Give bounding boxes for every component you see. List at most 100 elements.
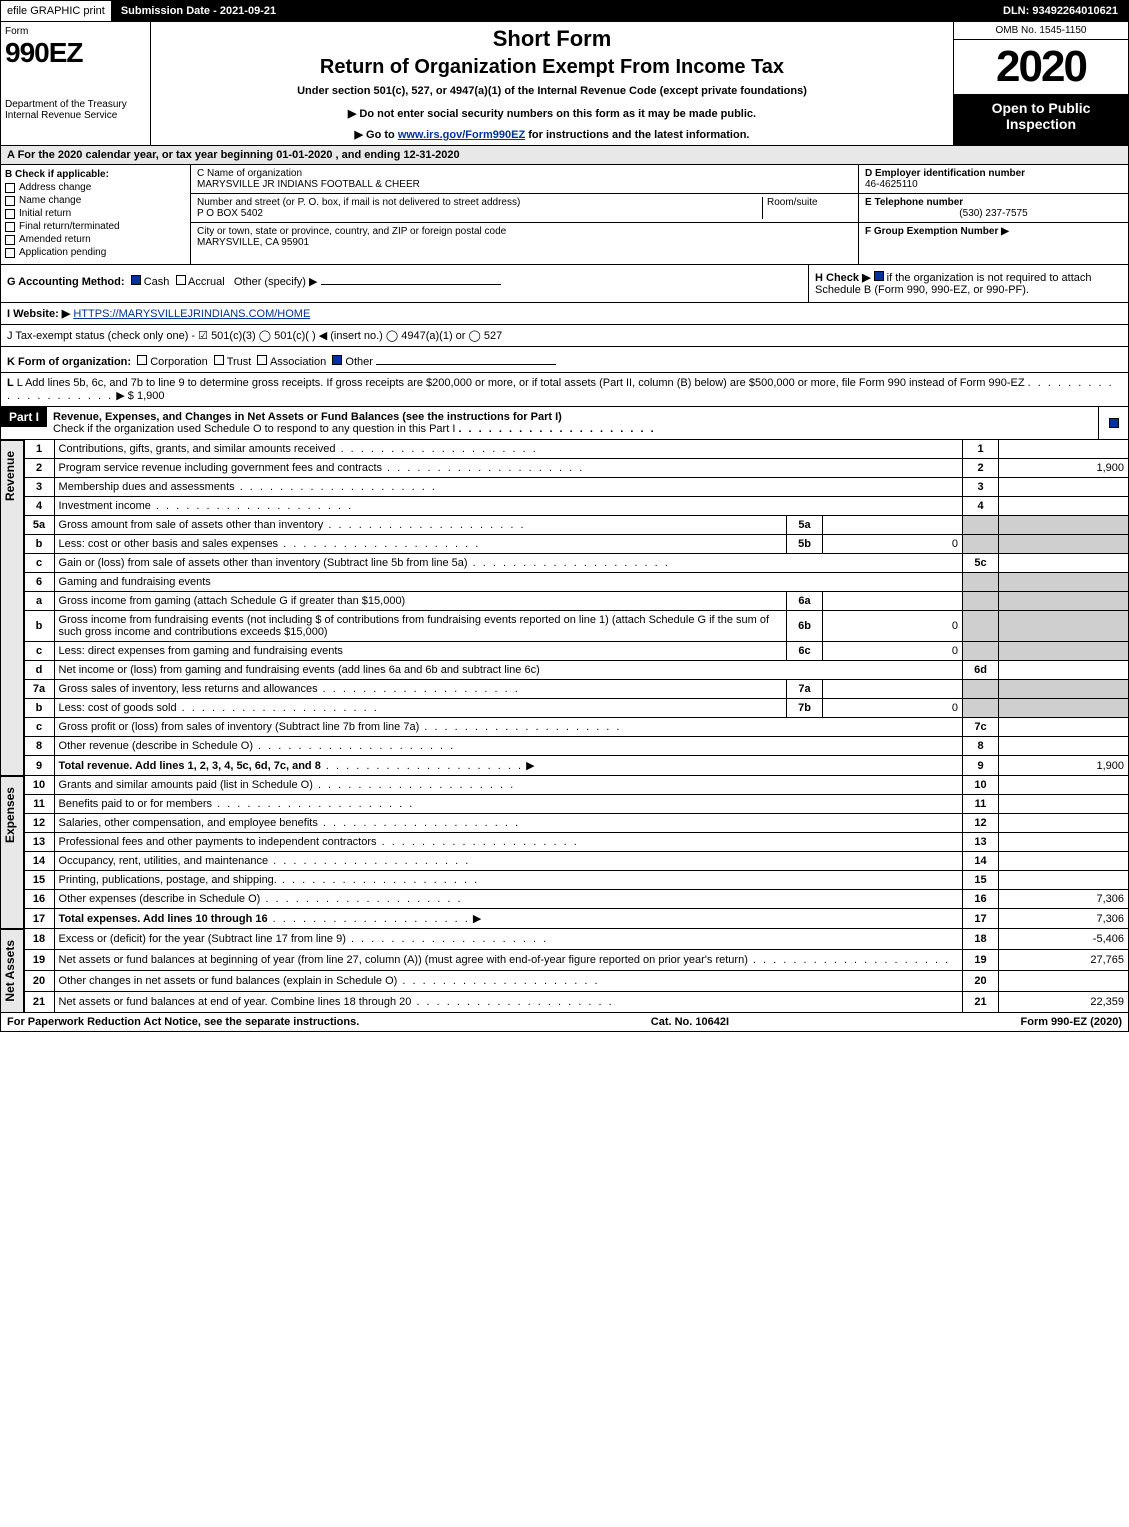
submission-date: Submission Date - 2021-09-21: [111, 1, 286, 21]
col-def: D Employer identification number 46-4625…: [858, 165, 1128, 264]
header-left: Form 990EZ Department of the Treasury In…: [1, 22, 151, 145]
ein-label: D Employer identification number: [865, 168, 1122, 179]
chk-initial-return[interactable]: Initial return: [5, 208, 186, 219]
box-b-label: B Check if applicable:: [5, 169, 186, 180]
revenue-table: 1Contributions, gifts, grants, and simil…: [24, 440, 1129, 776]
short-form-label: Short Form: [155, 26, 949, 52]
checkbox-icon: [5, 209, 15, 219]
checkbox-icon: [5, 222, 15, 232]
row-g: G Accounting Method: Cash Accrual Other …: [1, 265, 808, 302]
g-cash: Cash: [144, 276, 170, 288]
checkbox-checked-icon: [332, 355, 342, 365]
goto-line: ▶ Go to www.irs.gov/Form990EZ for instru…: [155, 128, 949, 141]
line-7b: bLess: cost of goods sold7b0: [24, 699, 1128, 718]
goto-pre: ▶ Go to: [355, 129, 398, 141]
expenses-table: 10Grants and similar amounts paid (list …: [24, 776, 1129, 929]
org-name: MARYSVILLE JR INDIANS FOOTBALL & CHEER: [197, 179, 852, 190]
irs-label: Internal Revenue Service: [5, 110, 146, 121]
checkbox-checked-icon: [131, 275, 141, 285]
page-footer: For Paperwork Reduction Act Notice, see …: [0, 1013, 1129, 1032]
section-bcdef: B Check if applicable: Address change Na…: [0, 165, 1129, 265]
under-section: Under section 501(c), 527, or 4947(a)(1)…: [155, 85, 949, 97]
netassets-table: 18Excess or (deficit) for the year (Subt…: [24, 929, 1129, 1013]
phone-label: E Telephone number: [865, 197, 1122, 208]
part1-check-line: Check if the organization used Schedule …: [53, 423, 455, 435]
k-label: K Form of organization:: [7, 356, 131, 368]
omb-number: OMB No. 1545-1150: [954, 22, 1128, 40]
chk-amended-return[interactable]: Amended return: [5, 234, 186, 245]
open-to-public: Open to Public Inspection: [954, 94, 1128, 145]
form-page-ref: Form 990-EZ (2020): [1021, 1016, 1122, 1028]
topbar-spacer: [286, 1, 993, 21]
line-9: 9Total revenue. Add lines 1, 2, 3, 4, 5c…: [24, 756, 1128, 776]
top-bar: efile GRAPHIC print Submission Date - 20…: [0, 0, 1129, 22]
dln: DLN: 93492264010621: [993, 1, 1128, 21]
c-street-label: Number and street (or P. O. box, if mail…: [197, 197, 762, 208]
tax-year: 2020: [954, 40, 1128, 94]
cat-no: Cat. No. 10642I: [651, 1016, 729, 1028]
chk-name-change[interactable]: Name change: [5, 195, 186, 206]
checkbox-icon: [5, 196, 15, 206]
box-d: D Employer identification number 46-4625…: [859, 165, 1128, 194]
line-15: 15Printing, publications, postage, and s…: [24, 871, 1128, 890]
line-19: 19Net assets or fund balances at beginni…: [24, 949, 1128, 970]
row-k: K Form of organization: Corporation Trus…: [0, 347, 1129, 373]
return-title: Return of Organization Exempt From Incom…: [155, 56, 949, 79]
l-value: $ 1,900: [128, 390, 165, 402]
c-name-row: C Name of organization MARYSVILLE JR IND…: [191, 165, 858, 194]
k-other-field[interactable]: [376, 351, 556, 365]
ein-value: 46-4625110: [865, 179, 1122, 190]
l-text: L Add lines 5b, 6c, and 7b to line 9 to …: [17, 377, 1025, 389]
checkbox-icon[interactable]: [214, 355, 224, 365]
dept-treasury: Department of the Treasury: [5, 99, 146, 110]
line-7a: 7aGross sales of inventory, less returns…: [24, 680, 1128, 699]
checkbox-icon: [5, 183, 15, 193]
chk-application-pending[interactable]: Application pending: [5, 247, 186, 258]
website-label: I Website: ▶: [7, 308, 70, 320]
line-17: 17Total expenses. Add lines 10 through 1…: [24, 909, 1128, 929]
box-b: B Check if applicable: Address change Na…: [1, 165, 191, 264]
line-8: 8Other revenue (describe in Schedule O)8: [24, 737, 1128, 756]
room-suite-label: Room/suite: [762, 197, 852, 219]
part1-label: Part I: [1, 407, 47, 427]
h-check-label: H Check ▶: [815, 272, 871, 284]
checkbox-icon[interactable]: [137, 355, 147, 365]
website-link[interactable]: HTTPS://MARYSVILLEJRINDIANS.COM/HOME: [73, 308, 310, 320]
form-number: 990EZ: [5, 37, 146, 69]
line-3: 3Membership dues and assessments3: [24, 478, 1128, 497]
chk-address-change[interactable]: Address change: [5, 182, 186, 193]
line-6d: dNet income or (loss) from gaming and fu…: [24, 661, 1128, 680]
checkbox-icon[interactable]: [176, 275, 186, 285]
do-not-enter: ▶ Do not enter social security numbers o…: [155, 107, 949, 120]
box-e: E Telephone number (530) 237-7575: [859, 194, 1128, 223]
line-20: 20Other changes in net assets or fund ba…: [24, 970, 1128, 991]
line-16: 16Other expenses (describe in Schedule O…: [24, 890, 1128, 909]
other-specify-field[interactable]: [321, 271, 501, 285]
header-right: OMB No. 1545-1150 2020 Open to Public In…: [953, 22, 1128, 145]
line-21: 21Net assets or fund balances at end of …: [24, 991, 1128, 1012]
group-exemption-label: F Group Exemption Number ▶: [865, 226, 1122, 237]
line-6b: bGross income from fundraising events (n…: [24, 611, 1128, 642]
row-l: L L Add lines 5b, 6c, and 7b to line 9 t…: [0, 373, 1129, 407]
efile-print: efile GRAPHIC print: [1, 1, 111, 21]
expenses-side-label: Expenses: [0, 776, 24, 929]
line-6c: cLess: direct expenses from gaming and f…: [24, 642, 1128, 661]
chk-final-return[interactable]: Final return/terminated: [5, 221, 186, 232]
goto-post: for instructions and the latest informat…: [528, 129, 749, 141]
row-h: H Check ▶ if the organization is not req…: [808, 265, 1128, 302]
goto-link[interactable]: www.irs.gov/Form990EZ: [398, 129, 525, 141]
g-other: Other (specify) ▶: [234, 276, 318, 288]
line-12: 12Salaries, other compensation, and empl…: [24, 814, 1128, 833]
c-name-label: C Name of organization: [197, 168, 852, 179]
row-i: I Website: ▶ HTTPS://MARYSVILLEJRINDIANS…: [0, 303, 1129, 325]
netassets-side-label: Net Assets: [0, 929, 24, 1013]
paperwork-notice: For Paperwork Reduction Act Notice, see …: [7, 1016, 359, 1028]
l-arrow: ▶: [116, 390, 124, 402]
checkbox-icon[interactable]: [257, 355, 267, 365]
checkbox-checked-icon: [874, 271, 884, 281]
form-header: Form 990EZ Department of the Treasury In…: [0, 22, 1129, 146]
line-5c: cGain or (loss) from sale of assets othe…: [24, 554, 1128, 573]
part1-title: Revenue, Expenses, and Changes in Net As…: [47, 407, 1098, 439]
efile-label: efile GRAPHIC print: [7, 5, 105, 17]
part1-schedule-o-checkbox[interactable]: [1098, 407, 1128, 439]
